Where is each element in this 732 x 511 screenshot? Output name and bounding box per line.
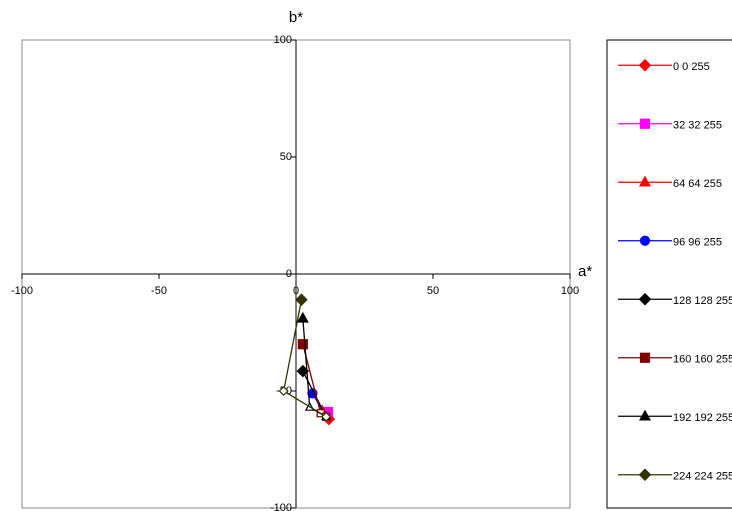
legend-label: 64 64 255 — [673, 178, 722, 190]
y-axis-label: b* — [289, 9, 303, 26]
legend-marker — [639, 352, 651, 363]
marker — [278, 385, 289, 397]
marker — [297, 339, 308, 350]
legend-marker — [638, 293, 652, 306]
legend-marker — [638, 59, 652, 72]
legend-label: 192 192 255 — [673, 412, 732, 424]
x-tick-label: -50 — [151, 285, 167, 297]
y-tick-label: 100 — [274, 34, 292, 46]
legend-label: 128 128 255 — [673, 295, 732, 307]
y-tick-label: 0 — [286, 268, 292, 280]
y-tick-label: -100 — [270, 502, 292, 511]
x-tick-label: 0 — [293, 285, 299, 297]
legend-label: 224 224 255 — [673, 471, 732, 483]
legend-marker — [639, 409, 651, 421]
marker — [296, 311, 309, 323]
legend-label: 32 32 255 — [673, 120, 722, 132]
legend-label: 160 160 255 — [673, 354, 732, 366]
legend-marker — [639, 175, 651, 187]
legend-marker — [639, 235, 651, 246]
series-line — [302, 318, 327, 418]
x-axis-label: a* — [578, 263, 592, 280]
legend-box — [606, 39, 732, 509]
legend-label: 0 0 255 — [673, 61, 710, 73]
x-tick-label: 50 — [427, 285, 439, 297]
x-tick-label: 100 — [561, 285, 579, 297]
x-tick-label: -100 — [11, 285, 33, 297]
y-tick-label: 50 — [280, 151, 292, 163]
marker — [295, 293, 308, 306]
legend-marker — [639, 118, 651, 129]
legend-label: 96 96 255 — [673, 237, 722, 249]
marker — [321, 411, 332, 422]
legend-marker — [638, 468, 652, 481]
